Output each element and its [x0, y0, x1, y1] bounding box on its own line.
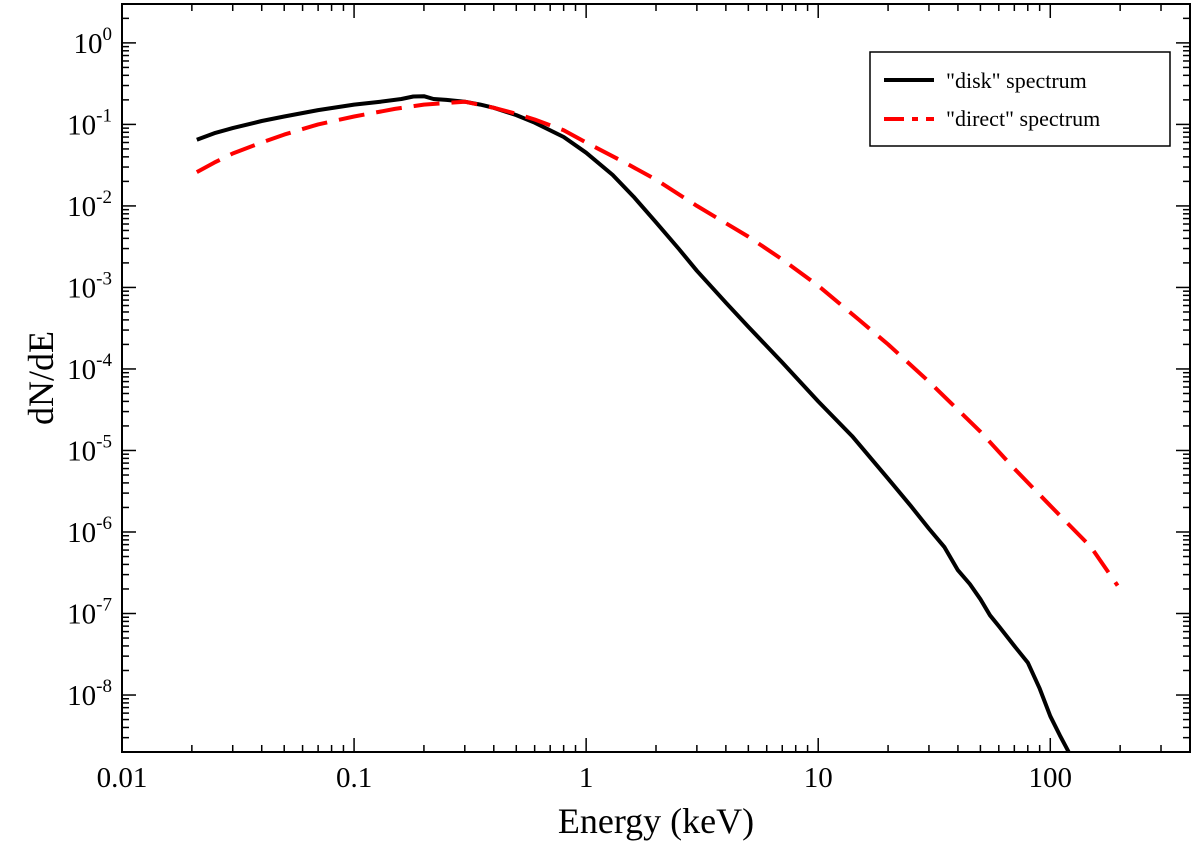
x-tick-label: 0.1: [336, 762, 372, 794]
y-tick-label: 10-4: [67, 350, 112, 386]
x-tick-label: 1: [579, 762, 594, 794]
x-tick-label: 0.01: [97, 762, 148, 794]
series-layer: [195, 94, 1120, 753]
x-axis-ticks: 0.01 0.1 1 10 100: [97, 4, 1191, 794]
legend: "disk" spectrum "direct" spectrum: [869, 51, 1171, 147]
y-tick-label: 10-5: [67, 431, 112, 467]
y-tick-label: 100: [74, 24, 113, 60]
legend-label-disk: "disk" spectrum: [946, 68, 1087, 93]
y-tick-label: 10-3: [67, 268, 112, 304]
legend-label-direct: "direct" spectrum: [946, 106, 1100, 131]
plot-frame: [121, 3, 1191, 753]
x-tick-label: 10: [804, 762, 833, 794]
y-tick-label: 10-2: [67, 187, 112, 223]
series-line-disk: [196, 94, 1071, 753]
y-tick-label: 10-6: [67, 513, 112, 549]
y-axis-title: dN/dE: [21, 331, 61, 425]
series-line-direct: [195, 99, 1120, 587]
x-axis-title: Energy (keV): [558, 801, 754, 841]
y-tick-label: 10-8: [67, 676, 112, 712]
y-tick-label: 10-7: [67, 595, 112, 631]
y-tick-label: 10-1: [67, 105, 112, 141]
x-tick-label: 100: [1029, 762, 1073, 794]
legend-box: [869, 51, 1171, 147]
y-axis-ticks: 100 10-1 10-2 10-3 10-4 10-5 10-6 10-7 10-8: [67, 3, 1190, 753]
